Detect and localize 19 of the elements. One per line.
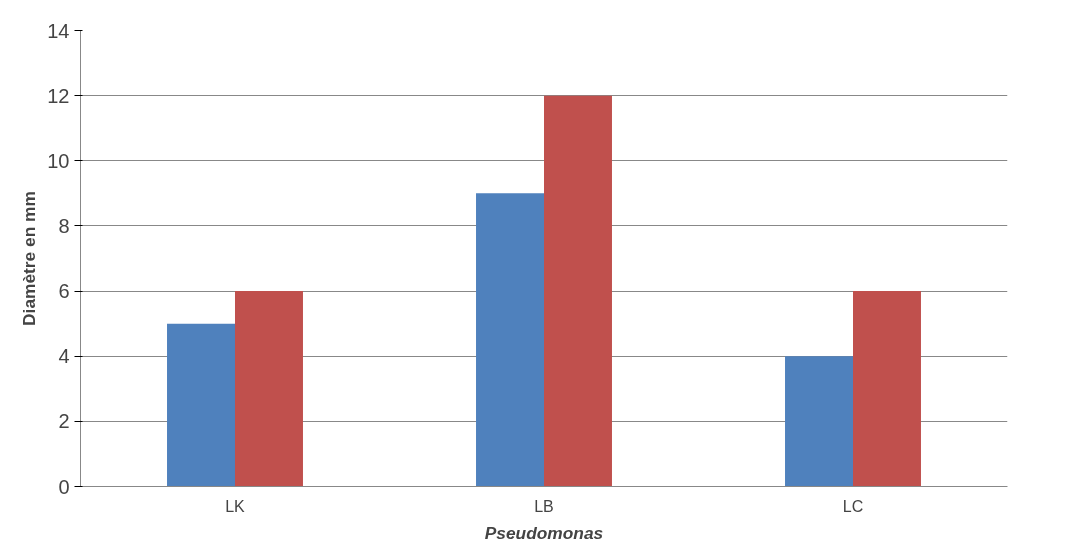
x-axis-title: Pseudomonas [484, 522, 604, 543]
x-tick-label: LB [534, 497, 554, 515]
bar [476, 193, 544, 487]
x-tick-label: LK [225, 497, 246, 515]
y-tick-label: 0 [58, 475, 70, 498]
y-axis-title: Diamètre en mm [19, 191, 40, 326]
x-tick-label: LC [842, 497, 864, 515]
bar [785, 356, 853, 487]
y-tick-label: 10 [47, 149, 70, 172]
y-tick-label: 8 [58, 214, 70, 237]
y-tick-label: 4 [58, 345, 70, 368]
y-tick-label: 6 [58, 280, 70, 303]
bar [235, 291, 303, 487]
bar [167, 323, 235, 487]
bar [544, 95, 612, 487]
y-tick-label: 14 [47, 19, 70, 42]
y-tick-label: 12 [47, 84, 70, 107]
bar [853, 291, 921, 487]
y-tick-label: 2 [58, 410, 70, 433]
